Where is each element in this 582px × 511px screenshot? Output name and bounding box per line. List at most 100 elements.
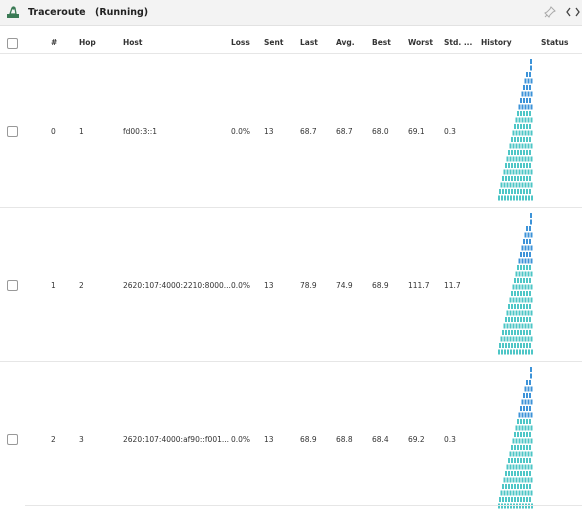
- history-tick: [530, 59, 532, 64]
- history-tick: [503, 169, 506, 175]
- cell: 0.0%: [231, 435, 251, 444]
- row-divider: [0, 207, 582, 208]
- history-tick: [529, 406, 531, 411]
- history-tick: [518, 425, 521, 431]
- cell: 2: [79, 281, 84, 290]
- history-tick: [509, 297, 512, 303]
- history-tick: [506, 477, 509, 483]
- history-tick: [512, 156, 515, 162]
- history-tick: [524, 169, 527, 175]
- history-tick: [529, 163, 531, 168]
- history-tick: [524, 438, 527, 444]
- history-tick: [509, 464, 512, 470]
- history-tick: [530, 156, 533, 162]
- cell: 0.0%: [231, 127, 251, 136]
- history-tick: [512, 451, 515, 457]
- history-tick: [527, 104, 530, 110]
- header-divider: [0, 53, 582, 54]
- history-tick: [521, 477, 524, 483]
- history-tick: [520, 406, 522, 411]
- expand-button[interactable]: [566, 7, 580, 17]
- cell: 2: [51, 435, 56, 444]
- history-tick: [521, 412, 524, 418]
- row-checkbox[interactable]: [7, 280, 18, 291]
- history-tick: [502, 484, 504, 489]
- row-divider: [25, 505, 582, 506]
- history-tick: [508, 150, 510, 155]
- history-tick: [521, 464, 524, 470]
- history-tick: [516, 195, 518, 201]
- history-tick: [526, 226, 528, 231]
- history-tick: [526, 343, 528, 348]
- history-tick: [512, 284, 515, 290]
- history-tick: [517, 291, 519, 296]
- history-tick: [518, 412, 521, 418]
- cell: 68.4: [372, 435, 389, 444]
- history-tick: [509, 169, 512, 175]
- history-tick: [509, 477, 512, 483]
- cell: 68.7: [300, 127, 317, 136]
- history-tick: [518, 117, 521, 123]
- history-tick: [530, 438, 533, 444]
- history-tick: [521, 271, 524, 277]
- history-tick: [530, 78, 533, 84]
- row-checkbox[interactable]: [7, 434, 18, 445]
- row-checkbox[interactable]: [7, 126, 18, 137]
- history-tick: [521, 399, 524, 405]
- history-tick: [523, 189, 525, 194]
- history-tick: [521, 130, 524, 136]
- history-tick: [526, 176, 528, 181]
- app-icon: [7, 6, 19, 18]
- history-tick: [529, 72, 531, 77]
- history-tick: [526, 445, 528, 450]
- column-header: Avg.: [336, 38, 355, 47]
- history-tick: [530, 104, 533, 110]
- history-tick: [526, 406, 528, 411]
- history-tick: [512, 182, 515, 188]
- history-tick: [523, 330, 525, 335]
- history-tick: [511, 176, 513, 181]
- column-header: Host: [123, 38, 143, 47]
- panel-title: Traceroute: [28, 7, 86, 18]
- history-tick: [523, 85, 525, 90]
- history-tick: [509, 182, 512, 188]
- history-tick: [530, 213, 532, 218]
- history-tick: [508, 343, 510, 348]
- history-tick: [529, 458, 531, 463]
- history-tick: [530, 245, 533, 251]
- history-tick: [520, 432, 522, 437]
- history-tick: [530, 373, 532, 379]
- history-tick: [524, 258, 527, 264]
- history-tick: [520, 150, 522, 155]
- history-tick: [523, 252, 525, 257]
- history-tick: [515, 336, 518, 342]
- history-tick: [520, 484, 522, 489]
- history-tick: [521, 336, 524, 342]
- history-tick: [524, 336, 527, 342]
- history-tick: [517, 432, 519, 437]
- history-tick: [529, 226, 531, 231]
- history-tick: [509, 156, 512, 162]
- history-tick: [520, 189, 522, 194]
- history-tick: [523, 150, 525, 155]
- cell: 1: [79, 127, 84, 136]
- history-tick: [509, 451, 512, 457]
- history-tick: [518, 464, 521, 470]
- history-tick: [508, 304, 510, 309]
- history-tick: [518, 156, 521, 162]
- select-all-checkbox[interactable]: [7, 38, 18, 49]
- history-tick: [505, 163, 507, 168]
- history-tick: [518, 271, 521, 277]
- history-tick: [530, 490, 533, 496]
- history-tick: [524, 91, 527, 97]
- history-tick: [529, 343, 531, 348]
- title-bar: Traceroute (Running): [0, 0, 582, 26]
- history-tick: [520, 330, 522, 335]
- history-tick: [512, 169, 515, 175]
- history-tick: [527, 232, 530, 238]
- pin-button[interactable]: [544, 6, 556, 18]
- history-tick: [527, 284, 530, 290]
- history-tick: [518, 451, 521, 457]
- history-tick: [527, 412, 530, 418]
- history-tick: [527, 399, 530, 405]
